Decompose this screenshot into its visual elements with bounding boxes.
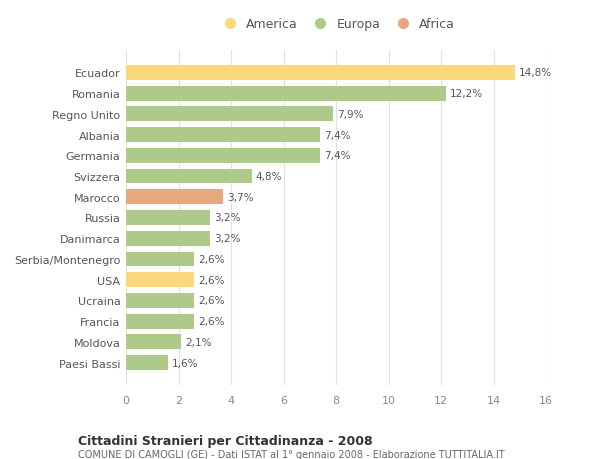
Bar bbox=[126, 190, 223, 205]
Bar bbox=[126, 86, 446, 101]
Bar bbox=[126, 149, 320, 163]
Bar bbox=[126, 314, 194, 329]
Bar bbox=[126, 107, 334, 122]
Text: 3,7%: 3,7% bbox=[227, 192, 254, 202]
Legend: America, Europa, Africa: America, Europa, Africa bbox=[212, 13, 460, 36]
Text: 4,8%: 4,8% bbox=[256, 172, 283, 182]
Bar bbox=[126, 169, 252, 184]
Bar bbox=[126, 335, 181, 350]
Text: 3,2%: 3,2% bbox=[214, 213, 241, 223]
Text: 3,2%: 3,2% bbox=[214, 234, 241, 244]
Text: 2,6%: 2,6% bbox=[198, 317, 224, 326]
Bar bbox=[126, 273, 194, 287]
Text: COMUNE DI CAMOGLI (GE) - Dati ISTAT al 1° gennaio 2008 - Elaborazione TUTTITALIA: COMUNE DI CAMOGLI (GE) - Dati ISTAT al 1… bbox=[78, 449, 505, 459]
Text: 7,4%: 7,4% bbox=[324, 151, 350, 161]
Bar bbox=[126, 211, 210, 225]
Bar bbox=[126, 355, 168, 370]
Bar bbox=[126, 293, 194, 308]
Text: 2,6%: 2,6% bbox=[198, 275, 224, 285]
Text: 12,2%: 12,2% bbox=[450, 89, 484, 99]
Text: 2,6%: 2,6% bbox=[198, 254, 224, 264]
Text: 2,1%: 2,1% bbox=[185, 337, 212, 347]
Text: 7,4%: 7,4% bbox=[324, 130, 350, 140]
Text: 7,9%: 7,9% bbox=[337, 110, 364, 119]
Bar bbox=[126, 66, 515, 81]
Bar bbox=[126, 252, 194, 267]
Bar bbox=[126, 128, 320, 143]
Bar bbox=[126, 231, 210, 246]
Text: Cittadini Stranieri per Cittadinanza - 2008: Cittadini Stranieri per Cittadinanza - 2… bbox=[78, 434, 373, 447]
Text: 1,6%: 1,6% bbox=[172, 358, 199, 368]
Text: 14,8%: 14,8% bbox=[518, 68, 551, 78]
Text: 2,6%: 2,6% bbox=[198, 296, 224, 306]
